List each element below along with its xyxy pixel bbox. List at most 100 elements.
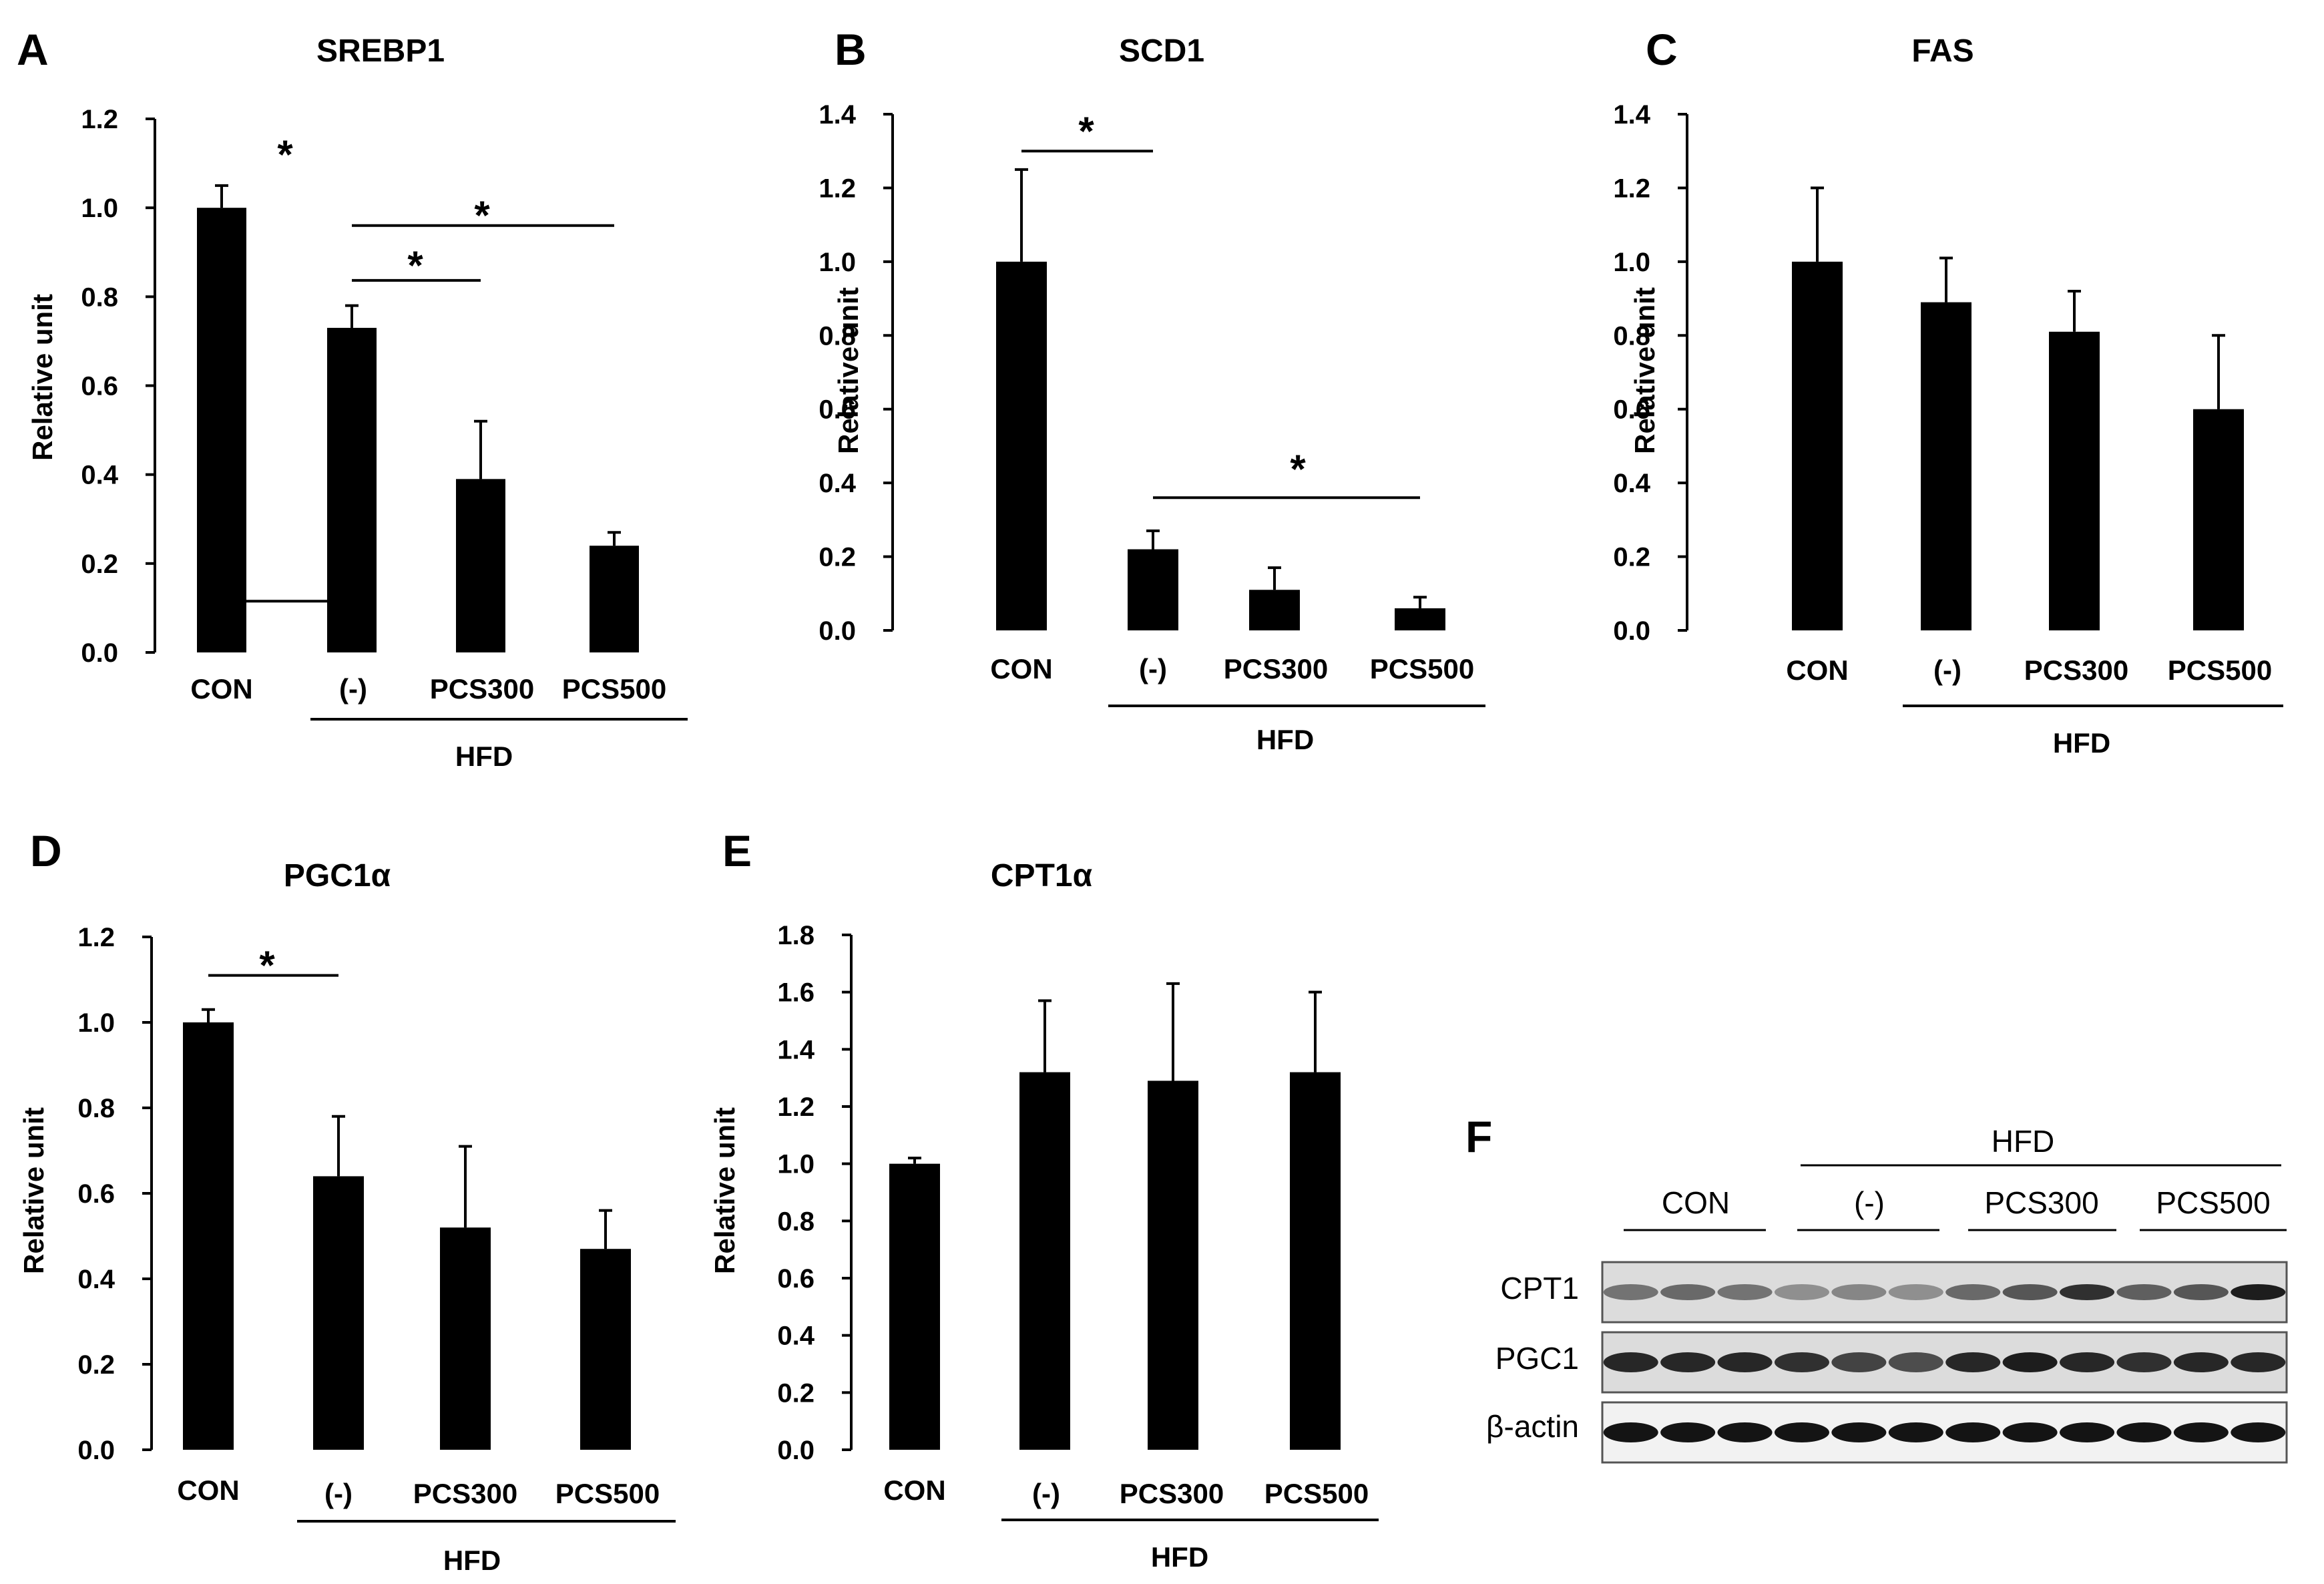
blot-strip — [1601, 1261, 2288, 1324]
category-label: CON — [190, 673, 252, 705]
panel-label: E — [722, 826, 752, 875]
bar — [1128, 549, 1178, 630]
bar — [1249, 590, 1300, 630]
y-tick-label: 0.2 — [77, 1350, 115, 1380]
blot-band — [2231, 1422, 2286, 1442]
y-tick-label: 1.2 — [81, 105, 118, 134]
bar — [2049, 331, 2100, 630]
y-tick-label: 0.8 — [777, 1207, 815, 1236]
bar — [313, 1176, 364, 1450]
category-label: (-) — [1032, 1478, 1060, 1509]
plot-area: 0.0 0.2 0.4 0.6 0.8 1.0 1.2 1.4 — [1613, 100, 2244, 646]
sig-marker: * — [1290, 447, 1306, 491]
y-tick-label: 1.2 — [1613, 174, 1650, 203]
y-axis-label: Relative unit — [18, 1107, 49, 1274]
panel-b: B SCD1 Relative unit 0.0 0.2 0.4 0.6 0.8 1.0 1… — [819, 25, 1485, 755]
category-label: PCS300 — [413, 1478, 517, 1509]
bar — [590, 546, 639, 652]
category-label: CON — [883, 1474, 945, 1506]
y-tick-label: 1.0 — [81, 194, 118, 223]
blot-band — [1831, 1422, 1887, 1442]
y-tick-label: 1.0 — [1613, 248, 1650, 277]
y-tick-label: 1.0 — [777, 1150, 815, 1179]
y-tick-label: 0.8 — [819, 321, 856, 351]
category-label: PCS500 — [1264, 1478, 1369, 1509]
y-tick-label: 0.6 — [77, 1179, 115, 1209]
plot-area: 0.0 0.2 0.4 0.6 0.8 1.0 1.2 1.4 1.6 1.8 — [777, 921, 1341, 1465]
group-label: HFD — [443, 1545, 501, 1576]
category-label: CON — [990, 653, 1052, 684]
blot-band — [2173, 1422, 2229, 1442]
bar — [1019, 1072, 1070, 1450]
blot-band — [1774, 1422, 1829, 1442]
category-label: CON — [177, 1474, 239, 1506]
blot-band — [2060, 1352, 2115, 1372]
blot-band — [1660, 1284, 1716, 1300]
category-label: PCS300 — [1224, 653, 1328, 684]
category-label: (-) — [1933, 654, 1961, 686]
blot-band — [2116, 1284, 2172, 1300]
chart-title: FAS — [1911, 33, 1973, 69]
category-label: PCS500 — [2168, 654, 2272, 686]
bar — [1290, 1072, 1341, 1450]
blot-band — [2002, 1352, 2058, 1372]
chart-title: SREBP1 — [316, 33, 445, 69]
y-tick-label: 1.2 — [777, 1093, 815, 1122]
blot-band — [1717, 1284, 1773, 1300]
bar — [183, 1022, 234, 1450]
blot-band — [1888, 1284, 1943, 1300]
category-label: PCS500 — [562, 673, 666, 705]
blot-lane-label: (-) — [1854, 1185, 1885, 1220]
y-tick-label: 1.2 — [77, 923, 115, 952]
blot-band — [1774, 1352, 1829, 1372]
y-tick-label: 0.0 — [81, 638, 118, 668]
y-tick-label: 0.6 — [819, 395, 856, 425]
bar — [327, 327, 377, 652]
blot-band — [1717, 1422, 1773, 1442]
chart-title: SCD1 — [1119, 33, 1204, 69]
y-tick-label: 0.0 — [77, 1436, 115, 1465]
y-tick-label: 1.4 — [1613, 100, 1650, 130]
y-tick-label: 0.4 — [1613, 469, 1650, 498]
chart-title: CPT1α — [991, 858, 1093, 894]
y-tick-label: 1.6 — [777, 978, 815, 1008]
bar — [197, 208, 246, 653]
group-label: HFD — [455, 741, 513, 772]
category-label: (-) — [1139, 653, 1167, 684]
y-tick-label: 0.0 — [777, 1436, 815, 1465]
y-axis-label: Relative unit — [1629, 287, 1660, 454]
y-tick-label: 0.2 — [81, 550, 118, 579]
blot-band — [1603, 1352, 1658, 1372]
y-tick-label: 1.4 — [777, 1035, 815, 1064]
panel-d: D PGC1α Relative unit 0.0 0.2 0.4 0.6 0.8 1.0… — [18, 826, 676, 1576]
blot-row-label: PGC1 — [1495, 1341, 1579, 1376]
bar — [440, 1227, 491, 1450]
y-tick-label: 0.4 — [77, 1265, 115, 1294]
blot-row-label: β-actin — [1486, 1409, 1579, 1444]
bar — [580, 1249, 631, 1450]
blot-band — [2231, 1352, 2286, 1372]
category-label: (-) — [324, 1478, 353, 1509]
blot-row-label: CPT1 — [1500, 1271, 1579, 1306]
blot-band — [2173, 1352, 2229, 1372]
blot-band — [1831, 1284, 1887, 1300]
blot-band — [1945, 1284, 2001, 1300]
y-tick-label: 0.4 — [777, 1322, 815, 1351]
blot-band — [1717, 1352, 1773, 1372]
y-axis-label: Relative unit — [709, 1107, 740, 1274]
category-label: CON — [1786, 654, 1848, 686]
sig-marker: * — [474, 193, 490, 238]
category-label: PCS300 — [430, 673, 534, 705]
panel-label: A — [17, 25, 49, 74]
panel-label: D — [30, 826, 62, 875]
blot-band — [1603, 1422, 1658, 1442]
blot-band — [1888, 1352, 1943, 1372]
category-label: (-) — [339, 673, 367, 705]
y-tick-label: 0.6 — [81, 372, 118, 401]
category-label: PCS300 — [1120, 1478, 1224, 1509]
y-tick-label: 0.0 — [1613, 616, 1650, 646]
blot-band — [2231, 1284, 2286, 1300]
panel-c: C FAS Relative unit 0.0 0.2 0.4 0.6 0.8 1.0 1.… — [1613, 25, 2283, 759]
blot-band — [2002, 1422, 2058, 1442]
